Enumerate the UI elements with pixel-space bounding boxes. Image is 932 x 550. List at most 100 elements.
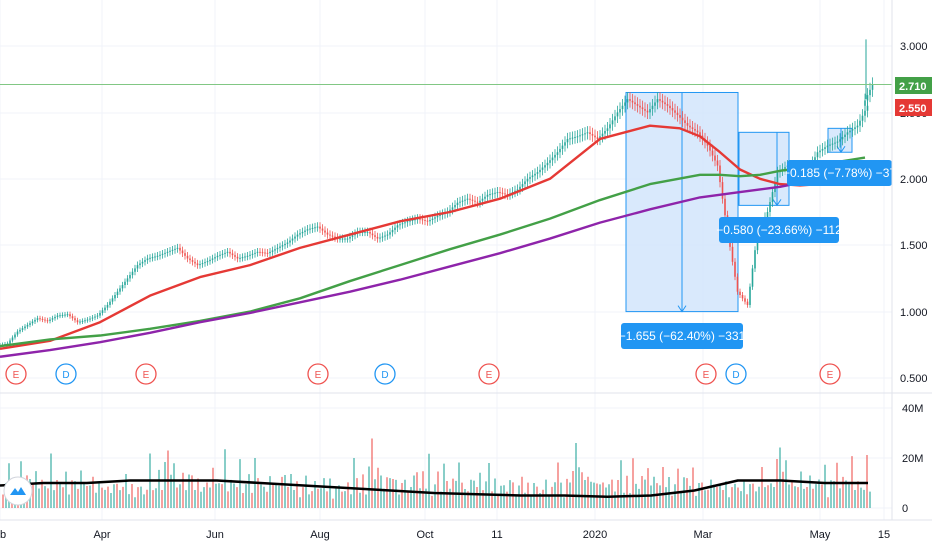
volume-bar xyxy=(251,492,253,508)
candle-body xyxy=(274,249,276,251)
candle-body xyxy=(61,314,64,316)
volume-ma-line xyxy=(0,479,868,498)
volume-bar xyxy=(563,497,565,508)
measure-labels: −1.655 (−62.40%) −331 −0.580 (−23.66%) −1… xyxy=(619,160,896,349)
candle-body xyxy=(259,251,261,253)
volume-bar xyxy=(398,494,400,508)
dividend-event-icon[interactable] xyxy=(725,363,747,385)
volume-bar xyxy=(476,487,478,508)
volume-bar xyxy=(389,478,391,508)
candle-body xyxy=(339,238,341,240)
volume-bar xyxy=(830,480,832,508)
volume-bar xyxy=(542,489,544,508)
earnings-event-icon[interactable] xyxy=(695,363,717,385)
volume-bar xyxy=(437,471,439,508)
candle-body xyxy=(426,220,429,222)
candle-body xyxy=(104,307,106,311)
volume-bar xyxy=(374,479,376,508)
candle-body xyxy=(871,84,874,90)
candle-body xyxy=(266,252,269,254)
volume-bar xyxy=(110,493,112,508)
volume-bar xyxy=(794,486,796,508)
candle-body xyxy=(66,314,69,316)
volume-bar xyxy=(788,484,790,508)
volume-bar xyxy=(449,488,451,508)
volume-bar xyxy=(698,483,700,508)
volume-bar xyxy=(416,472,418,508)
candle-body xyxy=(621,105,624,110)
volume-bar xyxy=(116,483,118,508)
volume-bar xyxy=(347,482,349,508)
candle-body xyxy=(264,252,266,254)
candle-body xyxy=(306,229,309,231)
dividend-event-icon[interactable] xyxy=(55,363,77,385)
earnings-event-icon[interactable] xyxy=(819,363,841,385)
candle-body xyxy=(254,252,256,254)
candle-body xyxy=(576,136,579,138)
candle-body xyxy=(556,152,559,155)
candle-body xyxy=(816,152,819,158)
earnings-event-icon[interactable] xyxy=(135,363,157,385)
candle-body xyxy=(649,109,651,113)
candle-body xyxy=(681,117,684,121)
candle-body xyxy=(861,115,864,121)
candle-body xyxy=(611,120,614,125)
candle-body xyxy=(19,329,21,332)
candle-body xyxy=(754,250,756,269)
volume-bar xyxy=(752,483,754,508)
candle-body xyxy=(79,321,81,323)
candle-body xyxy=(696,130,699,133)
candle-body xyxy=(706,142,709,146)
candle-body xyxy=(106,304,109,308)
candle-body xyxy=(141,261,144,264)
earnings-event-icon[interactable] xyxy=(5,363,27,385)
volume-bar xyxy=(266,491,268,508)
volume-bar xyxy=(161,490,163,508)
candle-body xyxy=(591,133,594,136)
candle-body xyxy=(326,232,329,235)
candle-body xyxy=(501,192,504,194)
volume-bar xyxy=(614,491,616,508)
volume-bar xyxy=(572,471,574,508)
volume-bar xyxy=(791,481,793,508)
measure-box[interactable] xyxy=(738,131,790,206)
measure-label-text: −0.185 (−7.78%) −37 xyxy=(783,166,896,180)
candle-body xyxy=(546,162,549,166)
candle-body xyxy=(679,115,681,118)
candle-body xyxy=(169,250,171,252)
candle-body xyxy=(304,230,306,232)
volume-bar xyxy=(506,491,508,508)
candle-body xyxy=(819,150,821,153)
volume-axis[interactable]: 0 20M 40M xyxy=(902,403,923,515)
volume-bar xyxy=(206,482,208,508)
volume-bar xyxy=(539,493,541,508)
candle-body xyxy=(686,123,689,126)
candle-body xyxy=(869,89,871,96)
volume-bar xyxy=(305,475,307,508)
earnings-event-icon[interactable] xyxy=(478,363,500,385)
price-tick-label: 2.000 xyxy=(900,174,928,186)
volume-bar xyxy=(218,483,220,508)
volume-bar xyxy=(392,479,394,508)
candle-body xyxy=(131,271,134,276)
tradingview-logo-icon[interactable] xyxy=(3,476,33,506)
candle-body xyxy=(294,236,296,239)
candle-body xyxy=(56,315,59,317)
candle-body xyxy=(314,227,316,229)
candle-body xyxy=(864,100,866,106)
volume-bar xyxy=(644,479,646,508)
earnings-event-icon[interactable] xyxy=(307,363,329,385)
candle-body xyxy=(399,224,401,226)
time-axis[interactable]: eb Apr Jun Aug Oct 11 2020 Mar May 15 xyxy=(0,529,890,541)
candle-body xyxy=(84,320,86,322)
candle-body xyxy=(321,228,324,231)
candle-body xyxy=(134,268,136,272)
candle-body xyxy=(186,255,189,259)
volume-bar xyxy=(755,491,757,508)
dividend-event-icon[interactable] xyxy=(374,363,396,385)
candle-body xyxy=(209,259,211,262)
volume-bar xyxy=(194,490,196,508)
volume-bar xyxy=(815,484,817,508)
